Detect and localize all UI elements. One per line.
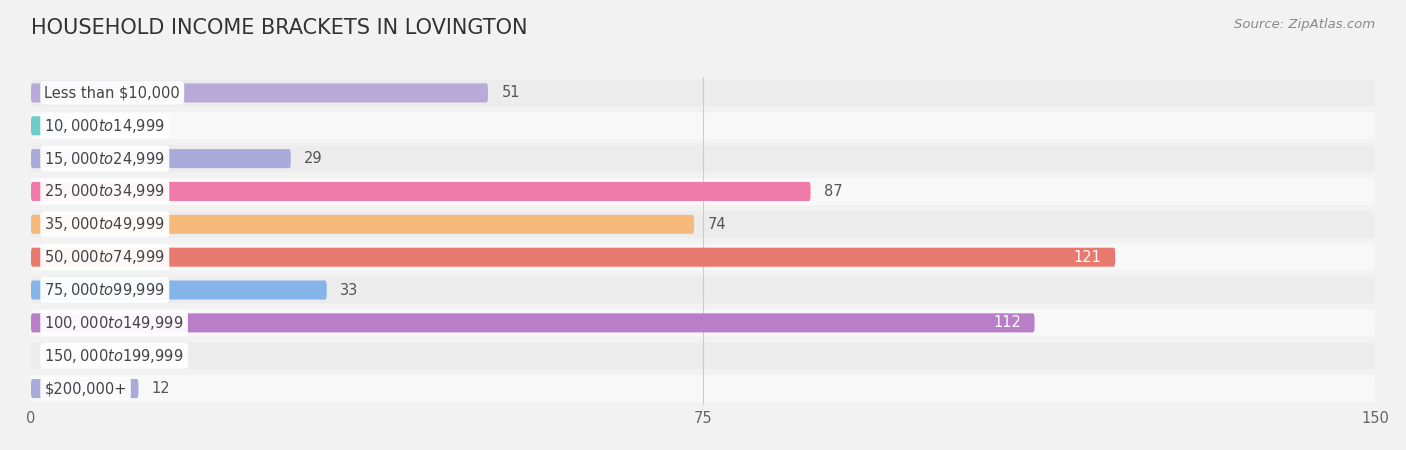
Text: 29: 29 xyxy=(304,151,323,166)
FancyBboxPatch shape xyxy=(31,178,1375,205)
FancyBboxPatch shape xyxy=(31,313,1035,333)
Text: $10,000 to $14,999: $10,000 to $14,999 xyxy=(45,117,165,135)
FancyBboxPatch shape xyxy=(31,80,1375,106)
FancyBboxPatch shape xyxy=(31,310,1375,336)
Text: $75,000 to $99,999: $75,000 to $99,999 xyxy=(45,281,165,299)
Text: 87: 87 xyxy=(824,184,842,199)
Text: $25,000 to $34,999: $25,000 to $34,999 xyxy=(45,183,165,200)
Text: 33: 33 xyxy=(340,283,359,297)
FancyBboxPatch shape xyxy=(31,182,810,201)
FancyBboxPatch shape xyxy=(31,149,291,168)
FancyBboxPatch shape xyxy=(31,248,1115,267)
Text: $35,000 to $49,999: $35,000 to $49,999 xyxy=(45,215,165,233)
FancyBboxPatch shape xyxy=(31,83,488,103)
FancyBboxPatch shape xyxy=(31,116,66,135)
FancyBboxPatch shape xyxy=(31,215,695,234)
FancyBboxPatch shape xyxy=(31,244,1375,270)
Text: 12: 12 xyxy=(152,381,170,396)
Text: 51: 51 xyxy=(502,86,520,100)
Text: 121: 121 xyxy=(1074,250,1102,265)
Text: 4: 4 xyxy=(80,118,90,133)
Text: $200,000+: $200,000+ xyxy=(45,381,127,396)
FancyBboxPatch shape xyxy=(31,145,1375,172)
FancyBboxPatch shape xyxy=(31,112,1375,139)
Text: 112: 112 xyxy=(993,315,1021,330)
FancyBboxPatch shape xyxy=(31,375,1375,402)
Text: 0: 0 xyxy=(45,348,53,363)
Text: Source: ZipAtlas.com: Source: ZipAtlas.com xyxy=(1234,18,1375,31)
FancyBboxPatch shape xyxy=(31,379,138,398)
Text: $100,000 to $149,999: $100,000 to $149,999 xyxy=(45,314,184,332)
FancyBboxPatch shape xyxy=(31,211,1375,238)
FancyBboxPatch shape xyxy=(31,277,1375,303)
Text: 74: 74 xyxy=(707,217,725,232)
Text: $150,000 to $199,999: $150,000 to $199,999 xyxy=(45,346,184,364)
Text: HOUSEHOLD INCOME BRACKETS IN LOVINGTON: HOUSEHOLD INCOME BRACKETS IN LOVINGTON xyxy=(31,18,527,38)
FancyBboxPatch shape xyxy=(31,342,1375,369)
Text: $15,000 to $24,999: $15,000 to $24,999 xyxy=(45,149,165,168)
Text: Less than $10,000: Less than $10,000 xyxy=(45,86,180,100)
FancyBboxPatch shape xyxy=(31,280,326,300)
Text: $50,000 to $74,999: $50,000 to $74,999 xyxy=(45,248,165,266)
